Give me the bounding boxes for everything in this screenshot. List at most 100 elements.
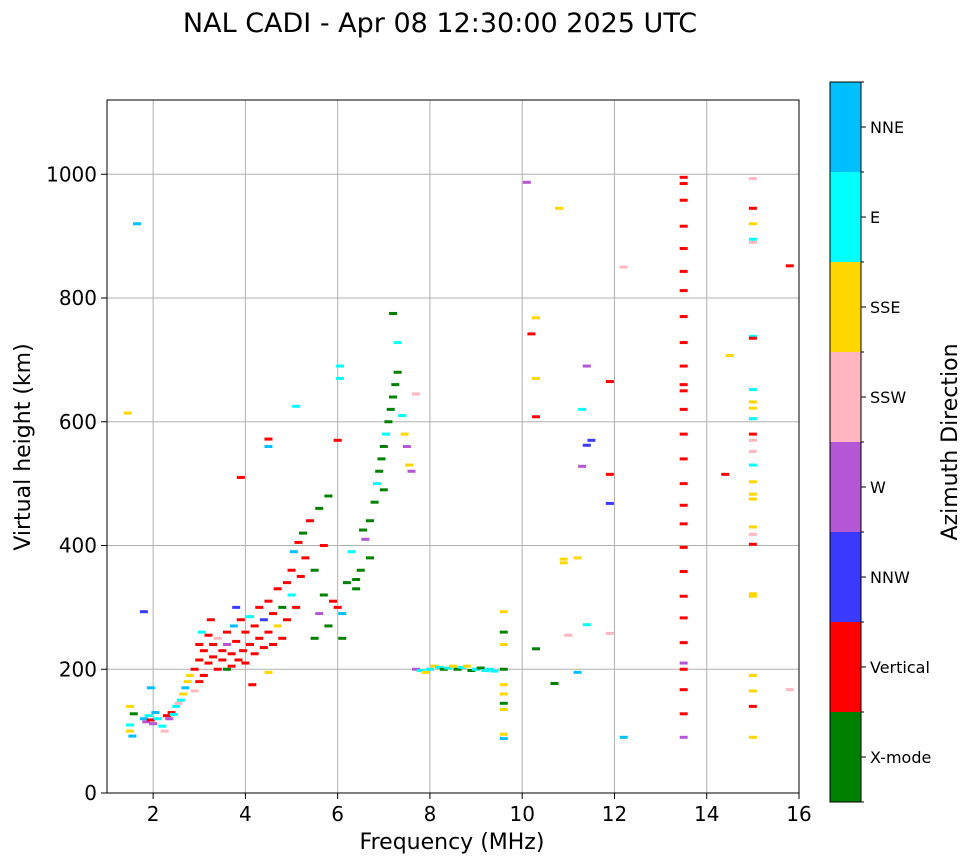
echo-point xyxy=(246,643,255,646)
echo-point xyxy=(522,180,531,184)
echo-point xyxy=(372,482,381,486)
echo-point xyxy=(264,630,273,634)
colorbar-label: NNW xyxy=(870,568,910,587)
echo-point xyxy=(174,701,183,705)
echo-point xyxy=(573,556,582,560)
x-axis-label: Frequency (MHz) xyxy=(360,830,545,855)
echo-point xyxy=(347,550,356,554)
echo-point xyxy=(619,735,628,739)
echo-point xyxy=(315,506,324,510)
echo-point xyxy=(310,636,319,640)
echo-marks xyxy=(123,175,794,741)
echo-point xyxy=(183,680,192,684)
echo-point xyxy=(485,667,494,671)
x-tick-label: 6 xyxy=(331,802,344,826)
echo-point xyxy=(582,364,591,368)
echo-point xyxy=(499,692,508,696)
echo-point xyxy=(269,643,278,646)
echo-point xyxy=(356,568,365,572)
y-tick-label: 800 xyxy=(59,286,97,310)
echo-point xyxy=(748,240,757,244)
echo-point xyxy=(412,667,421,671)
echo-point xyxy=(294,540,303,544)
echo-point xyxy=(748,525,757,529)
echo-point xyxy=(402,445,411,448)
echo-point xyxy=(679,182,688,186)
echo-point xyxy=(172,704,181,708)
echo-point xyxy=(222,667,231,671)
echo-point xyxy=(204,633,213,637)
echo-point xyxy=(289,550,298,554)
echo-point xyxy=(439,667,448,671)
colorbar-segment xyxy=(830,172,861,262)
echo-point xyxy=(153,717,162,721)
echo-point xyxy=(301,556,310,560)
echo-point xyxy=(142,720,151,724)
echo-point xyxy=(453,667,462,671)
echo-point xyxy=(679,688,688,692)
echo-point xyxy=(748,594,757,598)
echo-point xyxy=(490,669,499,673)
echo-point xyxy=(227,664,236,668)
echo-point xyxy=(679,457,688,461)
colorbar-label: SSW xyxy=(870,388,906,407)
echo-point xyxy=(365,556,374,560)
echo-point xyxy=(532,316,541,320)
echo-point xyxy=(748,673,757,677)
echo-point xyxy=(264,445,273,448)
echo-point xyxy=(430,664,439,668)
echo-point xyxy=(748,463,757,467)
echo-point xyxy=(679,364,688,368)
echo-point xyxy=(181,686,190,690)
echo-point xyxy=(123,411,132,415)
echo-point xyxy=(532,415,541,419)
echo-point xyxy=(499,737,508,741)
echo-point xyxy=(329,599,338,603)
echo-point xyxy=(319,544,328,547)
colorbar-label: NNE xyxy=(870,118,904,137)
colorbar-segment xyxy=(830,712,861,802)
echo-point xyxy=(748,336,757,340)
echo-point xyxy=(375,469,384,473)
echo-point xyxy=(195,680,204,684)
echo-point xyxy=(582,623,591,627)
echo-point xyxy=(407,469,416,473)
echo-point xyxy=(162,714,171,718)
echo-point xyxy=(370,500,379,504)
echo-point xyxy=(462,664,471,668)
echo-point xyxy=(785,688,794,692)
echo-point xyxy=(449,664,457,668)
echo-point xyxy=(222,643,231,646)
echo-point xyxy=(241,661,250,665)
echo-point xyxy=(559,557,568,561)
x-tick-label: 10 xyxy=(509,802,534,826)
x-tick-label: 14 xyxy=(694,802,719,826)
echo-point xyxy=(195,643,204,646)
echo-point xyxy=(126,704,135,708)
echo-point xyxy=(748,735,757,739)
echo-point xyxy=(679,616,688,620)
echo-point xyxy=(129,712,138,716)
echo-point xyxy=(209,643,218,646)
echo-point xyxy=(559,561,568,565)
echo-point xyxy=(499,732,508,736)
echo-point xyxy=(679,341,688,345)
echo-point xyxy=(405,463,414,467)
echo-point xyxy=(299,531,308,535)
echo-point xyxy=(421,670,430,674)
echo-point xyxy=(679,407,688,411)
echo-point xyxy=(527,332,536,336)
echo-point xyxy=(179,692,188,696)
y-tick-label: 400 xyxy=(59,534,97,558)
echo-point xyxy=(333,438,342,442)
echo-point xyxy=(315,612,324,616)
echo-point xyxy=(241,630,250,634)
echo-point xyxy=(679,389,688,393)
echo-point xyxy=(377,457,386,461)
echo-point xyxy=(305,519,314,523)
echo-point xyxy=(619,265,628,269)
echo-point xyxy=(352,587,361,591)
colorbar-label: Vertical xyxy=(870,658,930,677)
echo-point xyxy=(342,581,351,585)
echo-point xyxy=(146,718,155,722)
